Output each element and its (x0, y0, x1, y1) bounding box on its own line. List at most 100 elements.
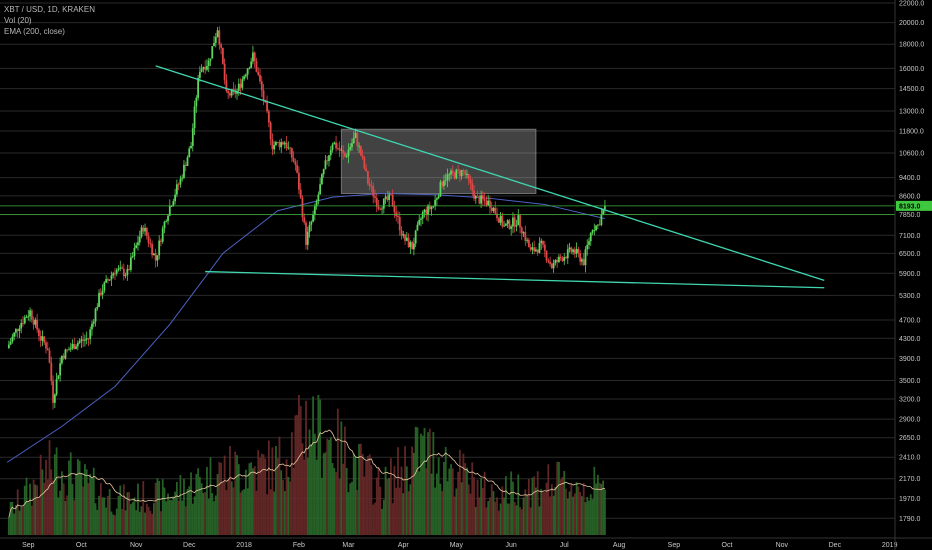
volume-bar (312, 396, 314, 535)
volume-bar (441, 491, 444, 535)
volume-bar (266, 494, 268, 535)
volume-bar (568, 491, 571, 535)
volume-bar (565, 488, 567, 535)
volume-bar (131, 502, 134, 535)
candle-body (29, 310, 31, 317)
price-tick-label: 3200.0 (899, 396, 921, 403)
volume-bar (464, 463, 467, 535)
candle-body (57, 375, 60, 379)
candle-body (540, 240, 543, 244)
volume-bar (48, 440, 51, 535)
candle-body (66, 349, 69, 351)
time-tick-label: 2019 (882, 542, 898, 549)
ema-200-line (6, 193, 606, 463)
candle-body (558, 256, 560, 262)
price-tick-label: 2410.0 (899, 455, 921, 462)
price-tick-label: 7100.0 (899, 233, 921, 240)
volume-bar (556, 461, 559, 535)
price-tick-label: 3900.0 (899, 356, 921, 363)
candle-body (246, 68, 249, 75)
volume-bar (119, 485, 122, 535)
candle-body (290, 148, 293, 158)
volume-bar (604, 489, 606, 535)
candle-body (275, 141, 277, 146)
candle-body (485, 200, 488, 206)
candle-body (375, 197, 378, 207)
volume-bar (138, 511, 141, 535)
volume-bar (221, 481, 224, 535)
candle-body (527, 239, 530, 248)
candle-body (536, 249, 539, 253)
volume-bar (476, 479, 479, 535)
volume-bar (586, 496, 589, 535)
price-tick-label: 2170.0 (899, 476, 921, 483)
volume-bar (444, 447, 447, 535)
volume-bar (404, 446, 406, 535)
volume-bar (358, 444, 360, 535)
time-tick-label: Nov (776, 542, 789, 549)
volume-bar (267, 440, 270, 535)
volume-bar (481, 487, 484, 535)
volume-bar (485, 507, 488, 535)
volume-bar (367, 455, 369, 535)
volume-bar (354, 457, 357, 535)
candle-body (402, 234, 405, 236)
candle-body (273, 145, 276, 150)
candle-body (437, 196, 440, 199)
candle-body (50, 362, 53, 382)
candle-body (556, 260, 559, 262)
candle-body (7, 344, 10, 349)
volume-bar (29, 483, 31, 535)
volume-indicator-label[interactable]: Vol (20) (4, 16, 32, 25)
volume-bar (559, 479, 562, 535)
volume-bar (395, 487, 398, 535)
candle-body (230, 89, 233, 96)
volume-bar (213, 501, 215, 535)
volume-bar (338, 479, 341, 535)
candle-body (344, 152, 346, 157)
candle-body (308, 224, 311, 232)
volume-bar (527, 478, 530, 535)
volume-bar (34, 484, 37, 535)
volume-bar (582, 483, 585, 535)
time-tick-label: Oct (722, 542, 733, 549)
candle-body (276, 141, 279, 143)
volume-bar (269, 489, 272, 535)
volume-bar (283, 491, 286, 535)
volume-bar (69, 452, 72, 535)
volume-bar (593, 466, 596, 535)
volume-bar (206, 466, 208, 535)
volume-bar (319, 399, 322, 535)
volume-bar (347, 492, 350, 535)
ema-indicator-label[interactable]: EMA (200, close) (4, 27, 65, 36)
candle-body (55, 378, 58, 395)
volume-bar (260, 453, 263, 535)
volume-bar (575, 482, 578, 535)
candle-body (23, 317, 26, 324)
volume-bar (552, 495, 555, 535)
symbol-label[interactable]: XBT / USD, 1D, KRAKEN (4, 5, 95, 14)
candle-body (294, 161, 297, 165)
volume-bar (117, 495, 120, 535)
candle-body (142, 227, 145, 232)
candle-body (306, 231, 309, 245)
volume-bar (232, 487, 235, 535)
candle-body (520, 227, 523, 234)
volume-bar (223, 455, 226, 535)
volume-bar (349, 483, 352, 535)
candle-body (412, 243, 415, 250)
candle-body (579, 253, 582, 262)
candle-body (312, 214, 314, 222)
candle-body (535, 249, 537, 252)
volume-bar (513, 502, 516, 535)
candle-body (18, 328, 21, 331)
candle-body (82, 339, 85, 341)
volume-bar (216, 474, 219, 535)
volume-bar (529, 507, 532, 535)
candle-body (455, 169, 458, 179)
candle-body (381, 208, 383, 210)
price-tick-label: 5900.0 (899, 271, 921, 278)
